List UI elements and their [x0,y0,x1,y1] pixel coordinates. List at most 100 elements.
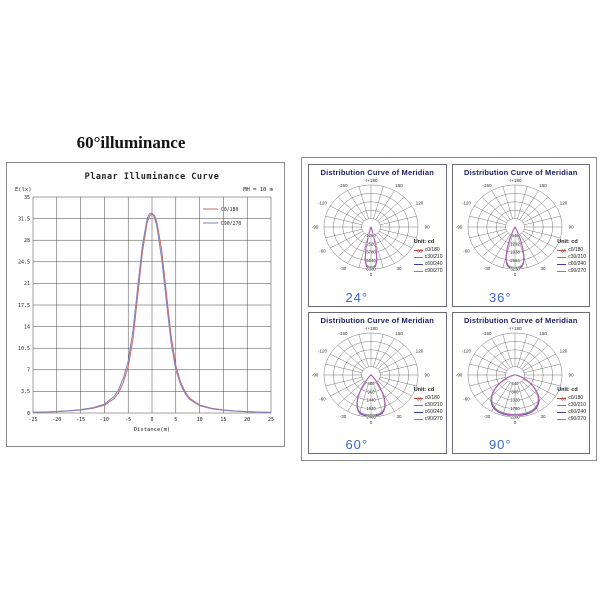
legend-swatch-c60 [557,411,567,413]
beam-angle-label: 24° [345,289,369,305]
svg-text:2400: 2400 [366,414,376,419]
svg-text:-/+180: -/+180 [364,178,378,183]
svg-text:25: 25 [268,417,274,423]
svg-text:30: 30 [540,266,546,271]
svg-text:Distance(m): Distance(m) [134,427,170,433]
legend-swatch-c90 [557,271,567,272]
svg-text:-150: -150 [338,183,348,188]
svg-text:-120: -120 [318,201,328,206]
svg-text:5: 5 [174,417,177,423]
svg-text:120: 120 [559,201,567,206]
svg-text:120: 120 [559,348,567,353]
svg-text:21: 21 [24,281,30,287]
svg-text:0: 0 [150,417,153,423]
svg-text:Planar Illuminance Curve: Planar Illuminance Curve [85,171,220,182]
svg-text:20: 20 [244,417,250,423]
svg-text:-60: -60 [319,249,326,254]
svg-text:1920: 1920 [366,406,376,411]
svg-text:90: 90 [568,225,574,230]
planar-illuminance-chart: Planar Illuminance Curve E(lx) MH = 10 m 0 3… [6,162,285,447]
svg-text:28: 28 [24,238,30,244]
svg-text:2584: 2584 [510,258,520,263]
legend-swatch-c30 [557,257,567,258]
polar-chart-90: 440 880 1320 1760 2200 -/+180 0 30 60 90 120 150 -30… [455,326,574,425]
svg-text:60: 60 [417,249,423,254]
svg-text:0: 0 [370,272,373,277]
svg-text:480: 480 [367,380,375,385]
svg-text:-/+180: -/+180 [508,326,522,331]
svg-text:24.5: 24.5 [18,260,30,266]
svg-text:1320: 1320 [510,397,520,402]
svg-text:150: 150 [395,183,403,188]
svg-text:-60: -60 [319,396,326,401]
svg-text:-30: -30 [340,266,347,271]
svg-text:14: 14 [24,324,30,330]
polar-legend: Unit: cd c0/180 c30/210 c60/240 c90/270 [413,386,443,422]
svg-text:-/+180: -/+180 [364,326,378,331]
svg-text:6300: 6300 [366,267,376,272]
svg-text:-120: -120 [461,348,471,353]
svg-text:60: 60 [417,396,423,401]
svg-text:10.5: 10.5 [18,346,30,352]
svg-text:-120: -120 [461,201,471,206]
beam-angle-label: 60° [345,437,369,452]
meridian-plot-90: Distribution Curve of Meridian 440 880 132… [451,311,590,454]
svg-text:E(lx): E(lx) [15,187,32,193]
polar-legend: Unit: cd c0/180 c30/210 c60/240 c90/270 [557,386,586,422]
svg-text:31.5: 31.5 [18,216,30,222]
svg-text:-90: -90 [312,225,319,230]
svg-text:120: 120 [416,348,424,353]
svg-text:10: 10 [197,417,203,423]
svg-text:90: 90 [424,225,430,230]
svg-text:15: 15 [220,417,226,423]
svg-text:30: 30 [540,414,546,419]
svg-text:-120: -120 [318,348,328,353]
polar-title: Distribution Curve of Meridian [463,168,578,177]
svg-text:150: 150 [539,183,547,188]
svg-text:-150: -150 [482,330,492,335]
polar-chart-36: 646 1292 1938 2584 3230 -/+180 0 30 60 90 120 150 -3… [455,178,574,277]
polar-title: Distribution Curve of Meridian [320,315,434,325]
svg-text:90: 90 [424,372,430,377]
svg-text:2520: 2520 [366,241,376,246]
polar-legend: Unit: cd c0/180 c30/210 c60/240 c90/270 [557,239,586,274]
legend-swatch-c0 [557,397,567,399]
polar-chart-60: 480 960 1440 1920 2400 -/+180 0 30 60 90 120 150 -30… [312,326,430,425]
legend-swatch-c90 [413,418,423,420]
svg-text:60: 60 [560,396,566,401]
legend-swatch-c30 [413,404,423,406]
svg-text:30: 30 [396,414,402,419]
legend-swatch-c30 [413,257,423,258]
svg-text:7: 7 [27,368,30,374]
planar-illuminance-svg: Planar Illuminance Curve E(lx) MH = 10 m 0 3… [15,171,274,433]
polar-chart-24: 1260 2520 3780 5040 6300 -/+180 0 30 60 90 120 150 -… [312,178,430,277]
svg-text:-/+180: -/+180 [508,178,522,183]
svg-text:1260: 1260 [366,233,376,238]
svg-text:960: 960 [367,389,375,394]
svg-text:0: 0 [513,272,516,277]
page-title: 60°illuminance [76,133,186,152]
meridian-grid: Distribution Curve of Meridian 1260 2520 3… [308,164,590,454]
svg-text:30: 30 [396,266,402,271]
svg-text:1292: 1292 [510,241,520,246]
svg-text:1938: 1938 [510,250,520,255]
legend-swatch-c60 [413,264,423,265]
svg-text:C90/270: C90/270 [221,221,241,227]
svg-text:-150: -150 [482,183,492,188]
svg-text:3.5: 3.5 [21,389,30,395]
svg-text:150: 150 [539,330,547,335]
svg-text:1440: 1440 [366,397,376,402]
svg-text:-150: -150 [338,330,348,335]
svg-text:2200: 2200 [510,414,520,419]
polar-title: Distribution Curve of Meridian [320,168,434,177]
svg-text:-60: -60 [463,249,470,254]
svg-text:646: 646 [511,233,519,238]
svg-text:60: 60 [560,249,566,254]
svg-text:90: 90 [568,372,574,377]
svg-text:17.5: 17.5 [18,303,30,309]
svg-text:150: 150 [395,330,403,335]
svg-text:-20: -20 [52,417,61,423]
svg-text:-30: -30 [340,414,347,419]
svg-text:35: 35 [24,195,30,201]
